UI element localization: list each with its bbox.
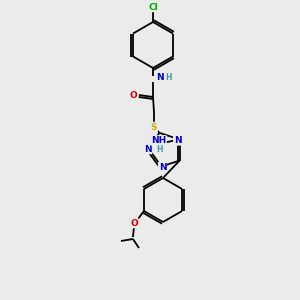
Text: NH: NH: [151, 136, 166, 145]
Text: N: N: [144, 145, 152, 154]
Text: N: N: [159, 163, 166, 172]
Text: S: S: [151, 122, 157, 131]
Text: Cl: Cl: [148, 2, 158, 11]
Text: H: H: [156, 145, 163, 154]
Text: H: H: [166, 74, 172, 82]
Text: O: O: [129, 91, 137, 100]
Text: O: O: [130, 218, 138, 227]
Text: N: N: [174, 136, 182, 145]
Text: N: N: [156, 74, 164, 82]
